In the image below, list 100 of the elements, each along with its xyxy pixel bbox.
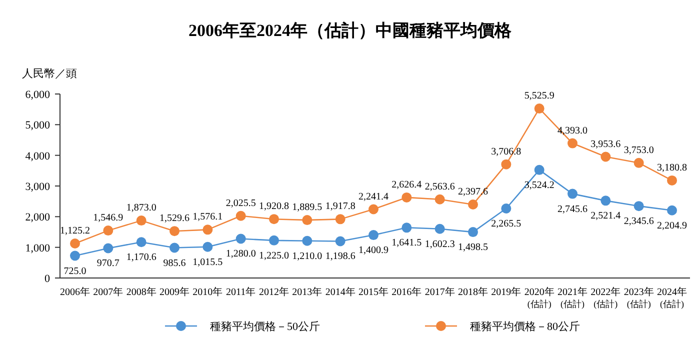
point: [667, 175, 677, 186]
data-label: 1,210.0: [292, 250, 322, 262]
x-tick-label: 2013年: [292, 286, 322, 298]
point: [136, 216, 146, 226]
x-tick-label: 2015年: [358, 286, 388, 298]
point: [103, 226, 114, 236]
data-label: 725.0: [64, 266, 86, 277]
point: [103, 243, 114, 254]
data-label: 3,753.0: [624, 144, 654, 156]
x-tick-label: 2010年: [192, 286, 223, 298]
data-label: 1,576.1: [192, 212, 223, 223]
data-label: 1,920.8: [259, 201, 289, 212]
point: [501, 204, 512, 214]
point: [202, 224, 213, 235]
data-label: 2,204.9: [657, 220, 687, 232]
x-tick-label: 2024年 (估計): [657, 286, 687, 309]
data-label: 2,626.4: [392, 179, 422, 190]
data-label: 1,170.6: [126, 252, 156, 264]
point: [434, 224, 445, 234]
x-tick-label: 2009年: [160, 286, 190, 298]
y-tick-label: 1,000: [25, 242, 50, 254]
data-label: 5,525.9: [524, 90, 554, 102]
point: [434, 194, 445, 204]
data-label: 1,889.5: [292, 202, 322, 214]
point: [269, 235, 279, 246]
y-tick-label: 6,000: [25, 89, 50, 101]
point: [568, 138, 578, 148]
data-label: 3,524.2: [524, 180, 554, 191]
y-tick-label: 5,000: [25, 120, 50, 132]
x-tick-label: 2011年: [226, 286, 256, 298]
x-tick-label: 2019年: [491, 286, 522, 298]
data-label: 1,641.5: [392, 238, 422, 249]
data-label: 1,400.9: [358, 245, 388, 256]
point: [534, 104, 544, 114]
data-label: 2,745.6: [558, 204, 588, 215]
point: [600, 196, 611, 206]
data-label: 1,498.5: [458, 242, 488, 254]
point: [402, 222, 412, 233]
data-label: 2,241.4: [358, 191, 388, 202]
chart-title: 2006年至2024年（估計）中國種豬平均價格: [188, 21, 512, 40]
data-label: 1,225.0: [259, 250, 289, 262]
point: [468, 227, 478, 238]
y-tick-label: 4,000: [25, 150, 50, 162]
point: [70, 238, 80, 248]
data-label: 2,025.5: [226, 198, 256, 209]
point: [501, 159, 512, 170]
y-axis-title: 人民幣／頭: [22, 68, 77, 80]
x-tick-label: 2018年: [458, 286, 488, 298]
point: [667, 205, 677, 216]
point: [302, 236, 312, 246]
data-label: 1,529.6: [160, 213, 190, 224]
point: [136, 237, 146, 248]
data-label: 1,015.5: [192, 256, 223, 268]
data-label: 1,873.0: [126, 202, 156, 214]
x-tick-label: 2007年: [93, 286, 124, 298]
legend-label: 種豬平均價格－80公斤: [470, 320, 580, 333]
x-tick-label: 2012年: [259, 286, 289, 298]
x-tick-label: 2014年: [325, 286, 356, 298]
data-label: 1,602.3: [424, 238, 455, 250]
data-label: 3,180.8: [657, 162, 687, 174]
point: [368, 230, 378, 240]
data-label: 1,546.9: [93, 212, 124, 224]
point: [634, 158, 644, 168]
point: [634, 201, 644, 212]
data-label: 1,125.2: [60, 225, 90, 236]
point: [600, 152, 611, 162]
point: [335, 214, 346, 224]
data-label: 985.6: [163, 258, 186, 269]
point: [568, 188, 578, 199]
point: [236, 234, 246, 244]
point: [368, 204, 378, 214]
point: [170, 242, 180, 253]
point: [269, 214, 279, 224]
data-label: 1,280.0: [226, 248, 256, 260]
data-label: 2,265.5: [491, 218, 522, 230]
x-tick-label: 2006年: [60, 286, 90, 298]
point: [170, 226, 180, 236]
data-label: 970.7: [96, 258, 120, 270]
data-label: 2,345.6: [624, 216, 654, 228]
point: [202, 242, 213, 252]
data-label: 1,917.8: [325, 201, 356, 212]
y-tick-label: 2,000: [25, 212, 50, 224]
data-label: 3,953.6: [590, 138, 621, 150]
point: [534, 164, 544, 175]
data-label: 2,521.4: [590, 210, 621, 222]
legend-label: 種豬平均價格－50公斤: [210, 320, 320, 333]
point: [468, 199, 478, 210]
x-tick-label: 2021年 (估計): [558, 286, 588, 309]
data-label: 1,198.6: [325, 251, 356, 262]
point: [402, 192, 412, 202]
point: [335, 236, 346, 246]
x-tick-label: 2022年 (估計): [590, 286, 621, 309]
y-tick-label: 3,000: [25, 181, 50, 193]
x-tick-label: 2017年: [424, 286, 455, 298]
point: [302, 215, 312, 226]
x-tick-label: 2023年 (估計): [624, 286, 654, 309]
data-label: 2,563.6: [424, 181, 455, 192]
x-tick-label: 2016年: [392, 286, 422, 298]
point: [70, 250, 80, 261]
point: [236, 210, 246, 221]
